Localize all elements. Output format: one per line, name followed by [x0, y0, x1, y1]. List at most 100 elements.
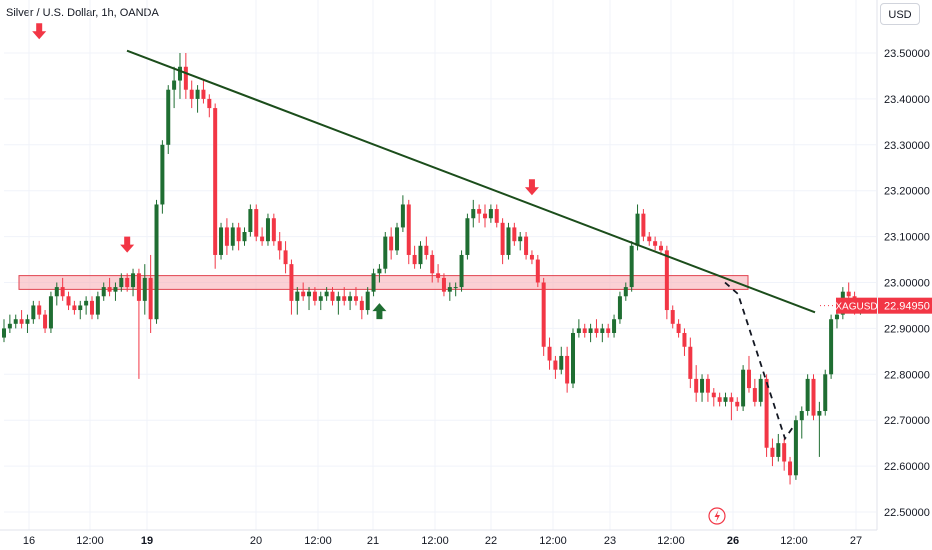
candle[interactable]	[688, 337, 693, 389]
candle[interactable]	[483, 204, 488, 228]
candle[interactable]	[729, 392, 734, 421]
candle[interactable]	[700, 374, 705, 402]
candle[interactable]	[101, 282, 106, 301]
candle[interactable]	[664, 245, 669, 320]
candle[interactable]	[183, 53, 188, 99]
candle[interactable]	[113, 282, 118, 301]
candle[interactable]	[588, 323, 593, 343]
up-arrow-icon[interactable]	[372, 303, 387, 320]
candle[interactable]	[606, 323, 611, 338]
candle[interactable]	[172, 66, 177, 109]
candle[interactable]	[682, 328, 687, 356]
candle[interactable]	[723, 392, 728, 407]
candle[interactable]	[283, 241, 288, 274]
candle[interactable]	[823, 369, 828, 416]
candle[interactable]	[829, 314, 834, 379]
candle[interactable]	[248, 204, 253, 237]
candle[interactable]	[66, 291, 71, 311]
candle[interactable]	[54, 282, 59, 306]
resistance-zone[interactable]	[18, 275, 749, 290]
candle[interactable]	[788, 456, 793, 485]
candle[interactable]	[219, 222, 224, 260]
candle[interactable]	[31, 300, 36, 324]
candle[interactable]	[817, 401, 822, 457]
candle[interactable]	[318, 291, 323, 311]
candle[interactable]	[13, 314, 18, 329]
candle[interactable]	[43, 310, 48, 333]
candle[interactable]	[277, 232, 282, 260]
candle[interactable]	[711, 388, 716, 407]
candle[interactable]	[793, 415, 798, 480]
candle[interactable]	[441, 273, 446, 297]
candle[interactable]	[571, 328, 576, 389]
candle[interactable]	[565, 346, 570, 393]
candle[interactable]	[336, 291, 341, 315]
trendline[interactable]	[126, 49, 816, 314]
candle[interactable]	[424, 236, 429, 260]
candle[interactable]	[430, 250, 435, 283]
candle[interactable]	[142, 264, 147, 315]
candle[interactable]	[260, 227, 265, 246]
candle[interactable]	[553, 355, 558, 379]
candle[interactable]	[95, 291, 100, 320]
candle[interactable]	[676, 319, 681, 338]
candle[interactable]	[160, 140, 165, 214]
candle[interactable]	[746, 355, 751, 393]
candle[interactable]	[224, 218, 229, 255]
candle[interactable]	[541, 277, 546, 356]
candle[interactable]	[60, 277, 65, 301]
candle[interactable]	[776, 433, 781, 462]
candle[interactable]	[84, 296, 89, 315]
candle[interactable]	[494, 204, 499, 228]
candle[interactable]	[741, 365, 746, 412]
candle[interactable]	[230, 222, 235, 251]
candle[interactable]	[189, 80, 194, 109]
candle[interactable]	[647, 232, 652, 246]
candle[interactable]	[752, 378, 757, 407]
currency-button[interactable]: USD	[880, 3, 920, 25]
candle[interactable]	[136, 268, 141, 379]
candle[interactable]	[177, 53, 182, 99]
candle[interactable]	[7, 314, 12, 333]
down-arrow-icon[interactable]	[524, 179, 539, 196]
candle[interactable]	[500, 218, 505, 265]
candle[interactable]	[535, 254, 540, 288]
lightning-event-icon[interactable]	[708, 507, 726, 525]
candle[interactable]	[265, 213, 270, 246]
candle[interactable]	[529, 250, 534, 265]
candle[interactable]	[307, 287, 312, 311]
candle[interactable]	[547, 337, 552, 370]
candle[interactable]	[658, 241, 663, 255]
candle[interactable]	[365, 287, 370, 315]
candle[interactable]	[782, 438, 787, 471]
candle[interactable]	[383, 232, 388, 274]
candle[interactable]	[348, 291, 353, 311]
candle[interactable]	[641, 209, 646, 242]
candle[interactable]	[195, 85, 200, 113]
candle[interactable]	[25, 314, 30, 333]
candle[interactable]	[764, 374, 769, 457]
candle[interactable]	[612, 314, 617, 338]
candle[interactable]	[377, 264, 382, 283]
candle[interactable]	[518, 232, 523, 251]
candle[interactable]	[576, 319, 581, 338]
candle[interactable]	[506, 222, 511, 260]
candle[interactable]	[623, 282, 628, 301]
candle[interactable]	[342, 287, 347, 306]
candle[interactable]	[805, 374, 810, 416]
candle[interactable]	[2, 319, 6, 343]
candle[interactable]	[670, 305, 675, 329]
candle[interactable]	[154, 199, 159, 324]
candle[interactable]	[524, 232, 529, 260]
candle[interactable]	[289, 259, 294, 315]
candle[interactable]	[811, 374, 816, 421]
candle[interactable]	[617, 291, 622, 324]
candle[interactable]	[477, 204, 482, 223]
candle[interactable]	[629, 241, 634, 292]
candle[interactable]	[582, 323, 587, 338]
candle[interactable]	[453, 282, 458, 297]
candle[interactable]	[799, 406, 804, 439]
candle[interactable]	[600, 323, 605, 343]
candle[interactable]	[148, 254, 153, 333]
